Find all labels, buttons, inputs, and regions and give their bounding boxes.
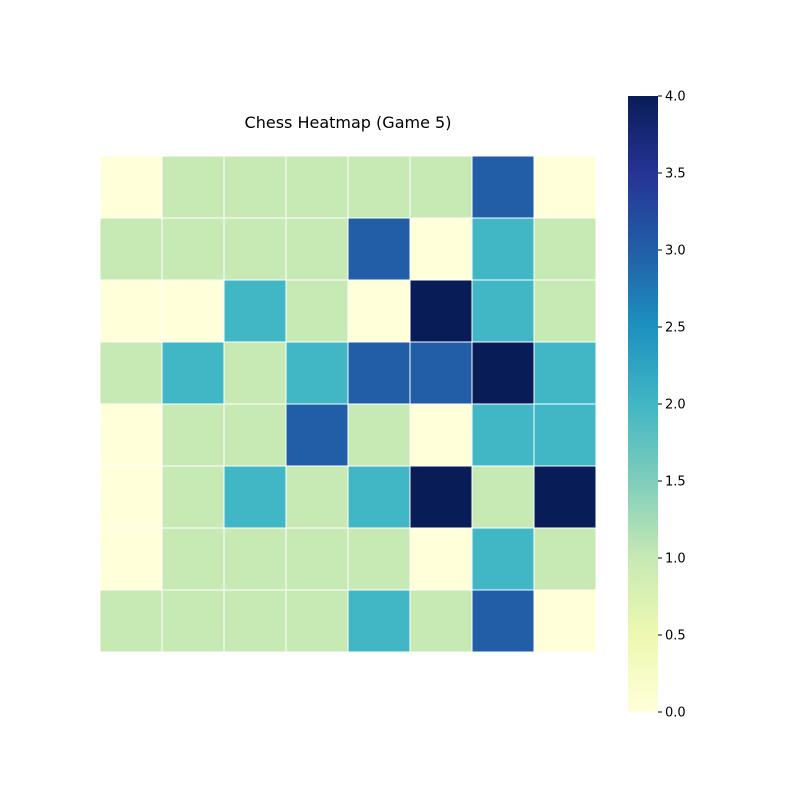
heatmap-cell-r2-c6 [471,279,535,343]
heatmap-cell-r4-c3 [285,403,349,467]
colorbar-tick-label: 1.0 [665,552,686,567]
heatmap-cell-r2-c1 [161,279,225,343]
heatmap-cell-r1-c1 [161,217,225,281]
heatmap-cell-r2-c3 [285,279,349,343]
heatmap-cell-r3-c7 [533,341,597,405]
heatmap-cell-r3-c2 [223,341,287,405]
colorbar-tick-label: 2.0 [665,398,686,413]
heatmap-cell-r0-c2 [223,155,287,219]
heatmap-cell-r2-c2 [223,279,287,343]
heatmap-cell-r6-c5 [409,527,473,591]
heatmap-cell-r0-c3 [285,155,349,219]
heatmap-cell-r2-c0 [99,279,163,343]
heatmap-cell-r1-c4 [347,217,411,281]
heatmap-cell-r3-c5 [409,341,473,405]
colorbar-tick-label: 0.0 [665,706,686,721]
heatmap-cell-r4-c7 [533,403,597,467]
heatmap-cell-r7-c0 [99,589,163,653]
heatmap-cell-r5-c4 [347,465,411,529]
colorbar-tick-label: 2.5 [665,321,686,336]
heatmap-cell-r6-c6 [471,527,535,591]
heatmap-cell-r0-c1 [161,155,225,219]
heatmap-cell-r0-c0 [99,155,163,219]
colorbar-tick-label: 1.5 [665,475,686,490]
heatmap-cell-r1-c6 [471,217,535,281]
heatmap-cell-r7-c3 [285,589,349,653]
heatmap-cell-r3-c4 [347,341,411,405]
heatmap-cell-r7-c7 [533,589,597,653]
colorbar-tick-label: 0.5 [665,629,686,644]
heatmap-cell-r0-c5 [409,155,473,219]
heatmap-cell-r3-c1 [161,341,225,405]
heatmap-cell-r4-c4 [347,403,411,467]
heatmap-cell-r1-c7 [533,217,597,281]
heatmap-cell-r7-c5 [409,589,473,653]
heatmap-cell-r0-c6 [471,155,535,219]
colorbar-gradient-bar [628,96,658,712]
heatmap-cell-r4-c1 [161,403,225,467]
heatmap-cell-r4-c5 [409,403,473,467]
heatmap-cell-r7-c4 [347,589,411,653]
heatmap-cell-r4-c0 [99,403,163,467]
heatmap-cell-r2-c7 [533,279,597,343]
colorbar-tick-label: 3.0 [665,244,686,259]
heatmap-cells [99,155,597,653]
colorbar-tick-label: 4.0 [665,90,686,105]
heatmap-cell-r5-c0 [99,465,163,529]
heatmap-cell-r5-c2 [223,465,287,529]
colorbar: 0.0 0.5 1.0 1.5 2.0 2.5 3.0 3.5 4.0 [628,90,686,721]
heatmap-cell-r6-c3 [285,527,349,591]
heatmap-cell-r6-c1 [161,527,225,591]
heatmap-cell-r7-c2 [223,589,287,653]
heatmap-cell-r6-c4 [347,527,411,591]
heatmap-cell-r3-c6 [471,341,535,405]
heatmap-cell-r4-c2 [223,403,287,467]
heatmap-cell-r6-c0 [99,527,163,591]
heatmap-cell-r2-c4 [347,279,411,343]
heatmap-cell-r1-c5 [409,217,473,281]
heatmap-cell-r5-c5 [409,465,473,529]
heatmap-cell-r6-c7 [533,527,597,591]
heatmap-cell-r6-c2 [223,527,287,591]
heatmap-cell-r0-c4 [347,155,411,219]
colorbar-ticks: 0.0 0.5 1.0 1.5 2.0 2.5 3.0 3.5 4.0 [658,90,686,721]
heatmap-cell-r5-c7 [533,465,597,529]
heatmap-cell-r1-c0 [99,217,163,281]
heatmap-cell-r2-c5 [409,279,473,343]
heatmap-cell-r5-c6 [471,465,535,529]
colorbar-tick-label: 3.5 [665,167,686,182]
heatmap-cell-r7-c6 [471,589,535,653]
heatmap-cell-r1-c2 [223,217,287,281]
heatmap-cell-r4-c6 [471,403,535,467]
heatmap-cell-r5-c3 [285,465,349,529]
heatmap-cell-r5-c1 [161,465,225,529]
chart-title: Chess Heatmap (Game 5) [245,113,452,132]
heatmap-cell-r0-c7 [533,155,597,219]
heatmap-cell-r3-c3 [285,341,349,405]
heatmap-cell-r3-c0 [99,341,163,405]
heatmap-cell-r1-c3 [285,217,349,281]
heatmap-cell-r7-c1 [161,589,225,653]
